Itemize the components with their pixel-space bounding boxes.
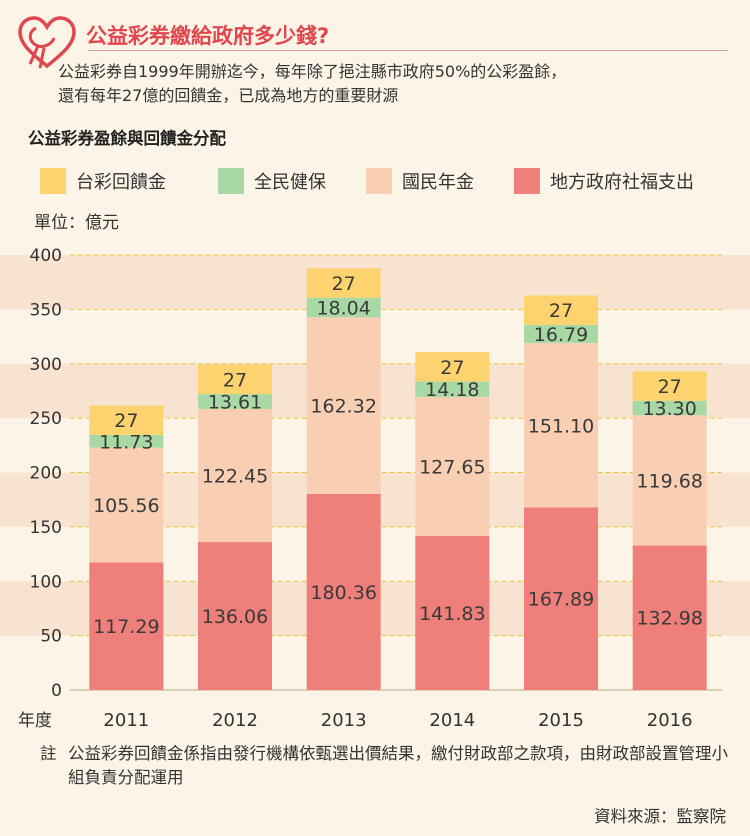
bar-segment [524,295,598,325]
chart-legend: 台彩回饋金 全民健保 國民年金 地方政府社福支出 [40,166,740,196]
subtitle: 公益彩券自1999年開辦迄今，每年除了挹注縣市政府50%的公彩盈餘， 還有每年2… [58,60,718,108]
footnote-text: 公益彩券回饋金係指由發行機構依甄選出價結果，繳付財政部之款項，由財政部設置管理小… [68,744,728,787]
x-tick-label: 2015 [538,710,584,731]
bar-segment [198,364,272,395]
legend-item-3: 台彩回饋金 [40,166,166,196]
y-axis-ticks: 0 50 100 150 200 250 300 350 400 [30,246,62,701]
legend-item-2: 全民健保 [218,166,326,196]
y-tick-label: 0 [51,681,62,701]
bar-value-label: 16.79 [534,324,588,346]
subtitle-line-1: 公益彩券自1999年開辦迄今，每年除了挹注縣市政府50%的公彩盈餘， [58,62,567,81]
x-axis-ticks: 2011 2012 2013 2014 2015 2016 [103,710,692,731]
y-tick-label: 350 [30,300,62,320]
bar-segment [306,268,381,298]
bar-segment [415,352,490,382]
bar-value-label: 117.29 [93,616,159,638]
bar-value-label: 141.83 [419,603,485,625]
legend-swatch-3 [40,168,66,194]
bar-segment [632,371,707,401]
page-title: 公益彩券繳給政府多少錢? [86,24,330,48]
bar-value-label: 27 [223,369,247,391]
bar-segment [89,405,164,435]
bar-segment [524,507,598,690]
bar-segment [415,396,490,536]
subtitle-line-2: 還有每年27億的回饋金，已成為地方的重要財源 [58,86,399,105]
x-axis-label: 年度 [18,711,52,731]
bar-value-label: 27 [114,410,138,432]
title-divider [88,50,728,51]
chart-title: 公益彩券盈餘與回饋金分配 [28,129,226,148]
bar-value-label: 151.10 [528,415,594,437]
bar-segment [306,317,381,494]
x-tick-label: 2012 [212,710,258,731]
bar-value-label: 119.68 [636,470,702,492]
bar-segment [306,297,381,318]
bar-segment [89,562,164,690]
legend-swatch-0 [514,168,540,194]
heart-logo-icon [18,16,76,69]
bar-value-label: 136.06 [202,606,268,628]
unit-label: 單位：億元 [34,213,119,233]
bar-value-label: 27 [332,273,356,295]
source-credit: 資料來源：監察院 [594,807,726,826]
bar-segment [632,400,707,416]
bar-value-label: 132.98 [636,608,702,630]
bar-value-label: 11.73 [99,431,153,453]
bar-segment [306,493,381,690]
y-tick-label: 300 [30,355,62,375]
x-tick-label: 2013 [321,710,367,731]
x-tick-label: 2011 [103,710,149,731]
y-tick-label: 400 [30,246,62,266]
bar-segment [524,343,598,508]
bar-value-label: 127.65 [419,456,485,478]
bar-segment [198,394,272,409]
x-tick-label: 2016 [647,710,693,731]
bar-value-label: 27 [440,357,464,379]
bar-value-label: 27 [658,376,682,398]
bars: 117.29105.5611.7327136.06122.4513.612718… [89,268,707,690]
bar-segment [89,434,164,448]
bar-value-label: 162.32 [310,396,376,418]
bar-segment [198,542,272,690]
bar-value-label: 122.45 [202,465,268,487]
legend-swatch-1 [366,168,392,194]
bar-value-label: 18.04 [316,298,370,320]
gridlines [70,254,722,691]
bar-value-label: 27 [549,300,573,322]
y-tick-label: 250 [30,409,62,429]
bar-segment [198,408,272,543]
bar-value-label: 13.61 [208,391,262,413]
bar-value-label: 13.30 [642,398,696,420]
legend-item-1: 國民年金 [366,166,474,196]
y-tick-label: 200 [30,464,62,484]
bar-segment [524,324,598,344]
footnote-mark: 註 [40,744,57,763]
legend-label-1: 國民年金 [402,172,474,193]
y-tick-label: 150 [30,518,62,538]
bar-value-label: 167.89 [528,589,594,611]
bar-value-label: 105.56 [93,495,159,517]
y-tick-label: 50 [40,627,62,647]
legend-swatch-2 [218,168,244,194]
bar-segment [89,447,164,563]
legend-label-0: 地方政府社福支出 [550,172,694,193]
legend-label-3: 台彩回饋金 [76,172,166,193]
legend-item-0: 地方政府社福支出 [514,166,694,196]
bar-segment [415,381,490,397]
bar-value-label: 14.18 [425,379,479,401]
x-tick-label: 2014 [429,710,475,731]
legend-label-2: 全民健保 [254,172,326,193]
bar-segment [632,415,707,546]
bar-value-label: 180.36 [310,582,376,604]
y-tick-label: 100 [30,572,62,592]
bar-segment [632,545,707,690]
bar-segment [415,535,490,690]
stacked-bar-chart: 0 50 100 150 200 250 300 350 400 117.29 105.56 11.… [0,246,750,731]
